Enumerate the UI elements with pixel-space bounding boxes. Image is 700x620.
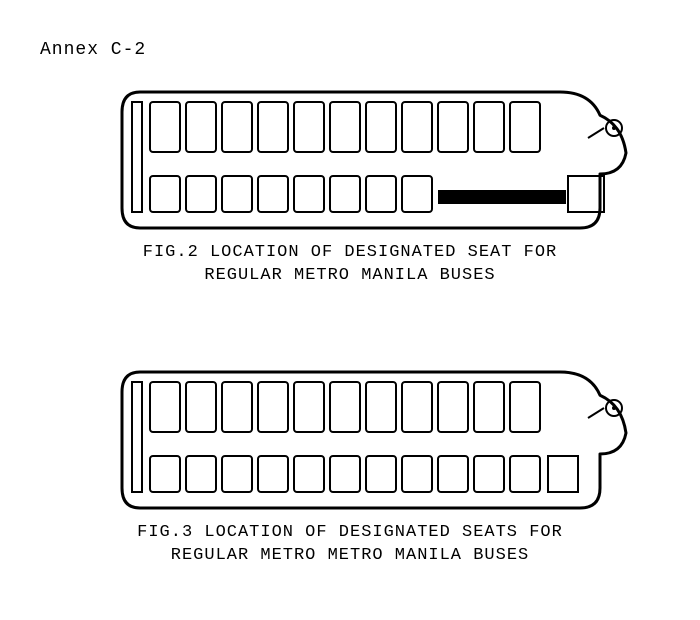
bottom-seat xyxy=(510,456,540,492)
top-seat xyxy=(150,382,180,432)
bottom-seat xyxy=(402,176,432,212)
top-seat xyxy=(222,102,252,152)
bottom-seat xyxy=(258,176,288,212)
top-seat xyxy=(294,102,324,152)
bottom-seat xyxy=(294,456,324,492)
bottom-seat xyxy=(330,456,360,492)
bottom-seat xyxy=(402,456,432,492)
bottom-seat xyxy=(222,176,252,212)
caption-fig3-line1: FIG.3 LOCATION OF DESIGNATED SEATS FOR xyxy=(137,523,563,542)
bottom-seat xyxy=(150,176,180,212)
top-seat xyxy=(474,382,504,432)
steering-wheel-hub xyxy=(612,126,616,130)
bottom-seat xyxy=(294,176,324,212)
top-seat xyxy=(150,102,180,152)
top-seat xyxy=(222,382,252,432)
caption-fig3-line2: REGULAR METRO METRO MANILA BUSES xyxy=(171,546,529,565)
top-seat xyxy=(330,102,360,152)
front-divider xyxy=(132,102,142,212)
annex-label: Annex C-2 xyxy=(40,40,146,60)
top-seat xyxy=(186,102,216,152)
top-seat xyxy=(258,382,288,432)
bus-figure-2 xyxy=(120,90,630,230)
top-seat xyxy=(402,382,432,432)
top-seat xyxy=(474,102,504,152)
steering-column xyxy=(588,408,604,418)
top-seat xyxy=(402,102,432,152)
caption-fig2-line2: REGULAR METRO MANILA BUSES xyxy=(204,266,495,285)
top-seat xyxy=(366,382,396,432)
top-seat xyxy=(438,102,468,152)
bus-outline xyxy=(122,372,626,508)
caption-fig2-line1: FIG.2 LOCATION OF DESIGNATED SEAT FOR xyxy=(143,243,557,262)
top-seat xyxy=(366,102,396,152)
bottom-seat xyxy=(222,456,252,492)
caption-fig2: FIG.2 LOCATION OF DESIGNATED SEAT FOR RE… xyxy=(0,242,700,288)
steering-wheel-hub xyxy=(612,406,616,410)
top-seat xyxy=(510,382,540,432)
steering-column xyxy=(588,128,604,138)
bottom-seat xyxy=(366,176,396,212)
top-seat xyxy=(186,382,216,432)
bottom-seat xyxy=(258,456,288,492)
bottom-seat xyxy=(150,456,180,492)
bus-outline xyxy=(122,92,626,228)
bottom-seat xyxy=(186,456,216,492)
bottom-seat xyxy=(330,176,360,212)
front-divider xyxy=(132,382,142,492)
top-seat xyxy=(330,382,360,432)
bus-figure-3 xyxy=(120,370,630,510)
bottom-seat xyxy=(186,176,216,212)
bottom-seat xyxy=(474,456,504,492)
bottom-seat xyxy=(438,456,468,492)
top-seat xyxy=(258,102,288,152)
bottom-seat xyxy=(366,456,396,492)
door-box xyxy=(548,456,578,492)
top-seat xyxy=(438,382,468,432)
top-seat xyxy=(510,102,540,152)
caption-fig3: FIG.3 LOCATION OF DESIGNATED SEATS FOR R… xyxy=(0,522,700,568)
top-seat xyxy=(294,382,324,432)
designated-bench xyxy=(438,190,566,204)
